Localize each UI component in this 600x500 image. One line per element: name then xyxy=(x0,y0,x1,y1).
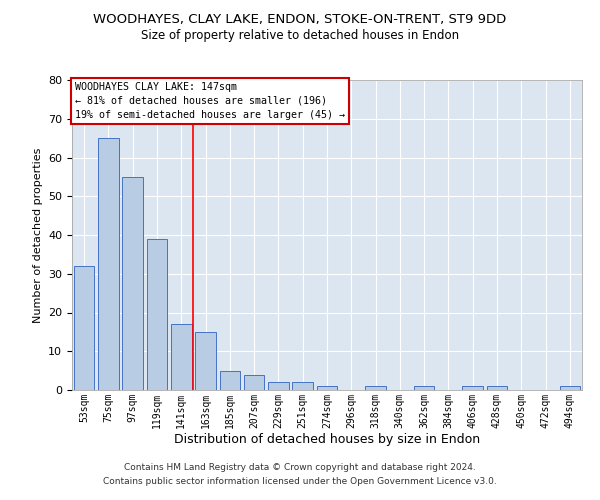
Bar xyxy=(146,239,167,390)
Bar xyxy=(317,386,337,390)
Bar xyxy=(220,370,240,390)
Bar xyxy=(365,386,386,390)
Text: WOODHAYES, CLAY LAKE, ENDON, STOKE-ON-TRENT, ST9 9DD: WOODHAYES, CLAY LAKE, ENDON, STOKE-ON-TR… xyxy=(94,12,506,26)
Bar xyxy=(122,177,143,390)
Text: WOODHAYES CLAY LAKE: 147sqm
← 81% of detached houses are smaller (196)
19% of se: WOODHAYES CLAY LAKE: 147sqm ← 81% of det… xyxy=(74,82,344,120)
Y-axis label: Number of detached properties: Number of detached properties xyxy=(32,148,43,322)
Bar xyxy=(487,386,508,390)
Bar xyxy=(292,382,313,390)
Text: Distribution of detached houses by size in Endon: Distribution of detached houses by size … xyxy=(174,432,480,446)
Text: Contains HM Land Registry data © Crown copyright and database right 2024.: Contains HM Land Registry data © Crown c… xyxy=(124,464,476,472)
Text: Contains public sector information licensed under the Open Government Licence v3: Contains public sector information licen… xyxy=(103,477,497,486)
Bar xyxy=(195,332,216,390)
Bar xyxy=(98,138,119,390)
Bar xyxy=(268,382,289,390)
Bar xyxy=(171,324,191,390)
Bar xyxy=(74,266,94,390)
Bar xyxy=(463,386,483,390)
Bar xyxy=(414,386,434,390)
Bar xyxy=(244,374,265,390)
Bar xyxy=(560,386,580,390)
Text: Size of property relative to detached houses in Endon: Size of property relative to detached ho… xyxy=(141,29,459,42)
